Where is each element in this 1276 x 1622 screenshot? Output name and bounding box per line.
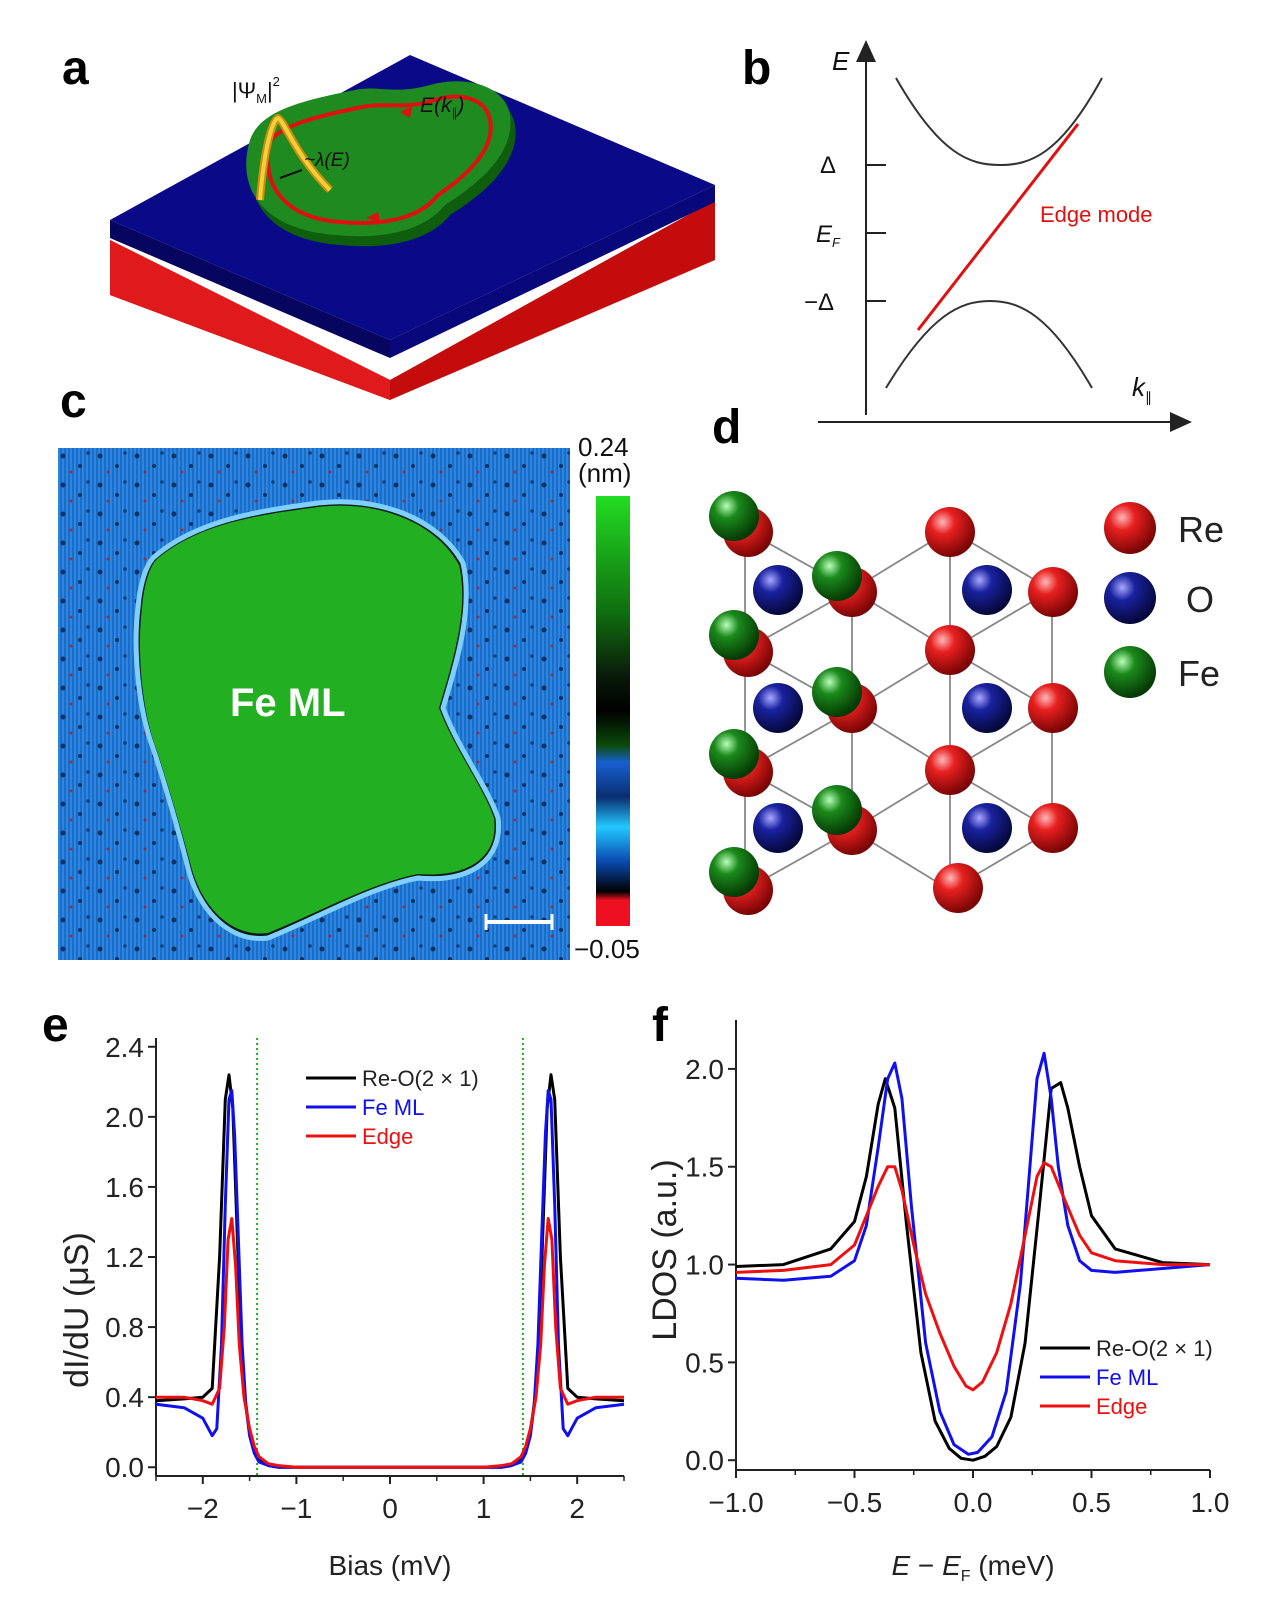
chart-e: −2 −1 0 1 2 0.0 0.4 0.8 1.2 1.6 2.0 2.4 Re-O(2 × 1) F… — [58, 1032, 625, 1581]
lattice-legend: Re O Fe — [1104, 502, 1224, 698]
colorbar-min: −0.05 — [574, 934, 640, 964]
chart-e-legend-label: Re-O(2 × 1) — [362, 1066, 479, 1091]
edge-mode-label: Edge mode — [1040, 202, 1153, 227]
chart-f-ytick-label: 0.5 — [685, 1347, 724, 1378]
panel-c-stm-image: Fe ML — [58, 448, 570, 960]
chart-f-xtick-label: 0.0 — [954, 1487, 993, 1518]
chart-f-series-edge — [735, 1161, 1210, 1392]
chart-e-ylabel: dI/dU (μS) — [58, 1232, 96, 1388]
chart-f-plot-area: −1.0 −0.5 0.0 0.5 1.0 0.0 0.5 1.0 1.5 2.0 Re-O(2 ×… — [685, 1020, 1229, 1518]
chart-f-ytick-label: 1.5 — [685, 1152, 724, 1183]
panel-label-d: d — [712, 401, 742, 454]
colorbar-gradient — [596, 496, 630, 926]
fe-ml-island — [139, 505, 495, 934]
chart-e-series-edge — [156, 1217, 624, 1469]
chart-e-legend-label: Fe ML — [362, 1095, 424, 1120]
chart-f: −1.0 −0.5 0.0 0.5 1.0 0.0 0.5 1.0 1.5 2.0 Re-O(2 ×… — [646, 1020, 1229, 1585]
panel-label-a: a — [62, 42, 89, 95]
ek-label: E(k — [420, 94, 453, 117]
chart-f-ylabel: LDOS (a.u.) — [646, 1159, 684, 1340]
chart-f-ytick-label: 2.0 — [685, 1054, 724, 1085]
o-atoms — [753, 565, 1012, 853]
svg-text:|ΨM|2: |ΨM|2 — [232, 74, 280, 106]
chart-e-xtick-label: −2 — [187, 1493, 219, 1524]
panel-c-colorbar: 0.24 (nm) −0.05 — [574, 432, 640, 964]
legend-re-swatch — [1104, 502, 1156, 554]
panel-d-lattice: Re O Fe — [709, 491, 1224, 915]
panel-label-e: e — [42, 999, 69, 1052]
panel-label-b: b — [742, 42, 772, 95]
panel-b-band-diagram: E k∥ Δ EF −Δ Edge mode — [804, 40, 1192, 432]
psi-label: |Ψ — [232, 78, 256, 103]
colorbar-max: 0.24 — [578, 432, 629, 462]
chart-f-xlabel: E − EF (meV) — [891, 1550, 1054, 1585]
lambda-label: ~λ(E) — [304, 150, 350, 171]
chart-f-series-re-o-2-1- — [735, 1077, 1211, 1462]
chart-e-xtick-label: 1 — [476, 1493, 492, 1524]
legend-fe-label: Fe — [1178, 653, 1220, 694]
tick-minus-delta: −Δ — [804, 289, 834, 316]
fe-ml-label: Fe ML — [230, 681, 346, 725]
fe-atoms — [709, 491, 862, 897]
svg-text:EF: EF — [816, 221, 841, 250]
y-axis-label: E — [832, 46, 850, 76]
chart-e-xtick-label: 2 — [569, 1493, 585, 1524]
chart-f-xtick-label: −0.5 — [827, 1487, 882, 1518]
lower-band — [885, 299, 1093, 389]
edge-mode-line — [916, 123, 1080, 331]
tick-delta: Δ — [820, 152, 836, 179]
chart-f-ytick-label: 1.0 — [685, 1250, 724, 1281]
chart-e-ytick-label: 2.4 — [105, 1032, 144, 1063]
panel-label-c: c — [60, 375, 87, 428]
edge-arrow — [400, 106, 412, 118]
chart-f-legend-label: Re-O(2 × 1) — [1096, 1336, 1213, 1361]
panel-label-f: f — [652, 999, 668, 1052]
chart-e-xlabel: Bias (mV) — [329, 1550, 452, 1581]
colorbar-unit: (nm) — [578, 458, 631, 488]
svg-text:E(k∥): E(k∥) — [420, 94, 465, 120]
tick-ef: E — [816, 221, 833, 248]
chart-e-ytick-label: 2.0 — [105, 1102, 144, 1133]
chart-f-ytick-label: 0.0 — [685, 1445, 724, 1476]
chart-f-xtick-label: −1.0 — [708, 1487, 763, 1518]
chart-e-ytick-label: 1.2 — [105, 1242, 144, 1273]
legend-o-swatch — [1104, 572, 1156, 624]
legend-re-label: Re — [1178, 509, 1224, 550]
chart-f-xtick-label: 0.5 — [1072, 1487, 1111, 1518]
legend-fe-swatch — [1104, 646, 1156, 698]
chart-e-ytick-label: 0.4 — [105, 1382, 144, 1413]
chart-e-ytick-label: 0.8 — [105, 1312, 144, 1343]
edge-path — [265, 94, 493, 225]
chart-e-legend-label: Edge — [362, 1124, 413, 1149]
chart-e-ytick-label: 1.6 — [105, 1172, 144, 1203]
chart-f-series-fe-ml — [735, 1051, 1211, 1456]
chart-f-xtick-label: 1.0 — [1191, 1487, 1230, 1518]
x-axis-label: k — [1132, 372, 1147, 402]
chart-e-ytick-label: 0.0 — [105, 1452, 144, 1483]
svg-text:k∥: k∥ — [1132, 372, 1152, 405]
panel-a-schematic: |ΨM|2 ~λ(E) E(k∥) — [110, 55, 715, 400]
chart-e-xtick-label: 0 — [382, 1493, 398, 1524]
chart-e-xtick-label: −1 — [280, 1493, 312, 1524]
chart-e-plot-area: −2 −1 0 1 2 0.0 0.4 0.8 1.2 1.6 2.0 2.4 Re-O(2 × 1) F… — [105, 1032, 625, 1524]
chart-f-legend-label: Fe ML — [1096, 1365, 1158, 1390]
upper-band — [895, 77, 1103, 167]
legend-o-label: O — [1186, 579, 1214, 620]
chart-f-legend-label: Edge — [1096, 1394, 1147, 1419]
